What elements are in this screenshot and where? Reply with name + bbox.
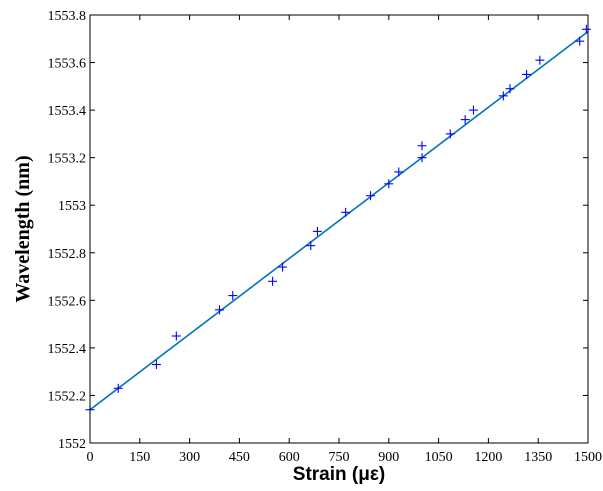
axis-ticks [89, 14, 589, 444]
x-tick-label: 1050 [425, 450, 453, 465]
plot-area-frame [89, 14, 589, 444]
y-tick-label: 1552 [58, 437, 86, 452]
data-point-plus-marker [468, 105, 478, 115]
data-point-plus-marker [113, 383, 123, 393]
x-tick-label: 150 [129, 450, 150, 465]
data-point-plus-marker [394, 167, 404, 177]
y-axis-title: Wavelength (nm) [12, 155, 34, 302]
data-point-plus-marker [228, 291, 238, 301]
x-tick-label: 900 [378, 450, 399, 465]
data-point-plus-marker [522, 69, 532, 79]
x-tick-label: 600 [279, 450, 300, 465]
data-point-plus-marker [214, 305, 224, 315]
data-point-plus-marker [575, 36, 585, 46]
x-axis-tick-labels: 0 150 300 450 600 750 900 1050 1200 1350 1500 [87, 450, 603, 465]
data-point-plus-marker [366, 191, 376, 201]
y-tick-label: 1553.8 [48, 9, 87, 24]
y-axis-tick-labels: 1552 1552.2 1552.4 1552.6 1552.8 1553 1553.2 15… [48, 9, 87, 452]
x-tick-label: 1500 [574, 450, 602, 465]
data-point-plus-marker [498, 91, 508, 101]
y-tick-label: 1553.2 [48, 152, 87, 167]
x-tick-label: 1350 [524, 450, 552, 465]
data-point-plus-marker [268, 276, 278, 286]
data-point-plus-marker [535, 55, 545, 65]
data-point-plus-marker [445, 129, 455, 139]
data-markers [85, 24, 591, 415]
data-point-plus-marker [312, 226, 322, 236]
data-point-plus-marker [384, 179, 394, 189]
data-point-plus-marker [505, 84, 515, 94]
data-point-plus-marker [417, 141, 427, 151]
data-point-plus-marker [306, 241, 316, 251]
x-tick-label: 1200 [474, 450, 502, 465]
y-tick-label: 1553.6 [48, 57, 87, 72]
data-point-plus-marker [171, 331, 181, 341]
x-tick-label: 750 [329, 450, 350, 465]
y-tick-label: 1553.4 [48, 104, 87, 119]
data-point-plus-marker [460, 115, 470, 125]
x-axis-title: Strain (με) [293, 464, 385, 485]
x-tick-label: 0 [87, 450, 94, 465]
x-tick-label: 300 [179, 450, 200, 465]
y-tick-label: 1552.2 [48, 389, 87, 404]
y-tick-label: 1552.6 [48, 294, 87, 309]
data-point-plus-marker [278, 262, 288, 272]
data-point-plus-marker [581, 24, 591, 34]
x-tick-label: 450 [229, 450, 250, 465]
fit-line-layer [89, 31, 589, 411]
y-tick-label: 1553 [58, 199, 86, 214]
data-point-plus-marker [417, 153, 427, 163]
fit-line [89, 31, 589, 411]
y-tick-label: 1552.8 [48, 247, 87, 262]
y-tick-label: 1552.4 [48, 342, 87, 357]
data-point-plus-marker [151, 360, 161, 370]
data-point-plus-marker [341, 207, 351, 217]
